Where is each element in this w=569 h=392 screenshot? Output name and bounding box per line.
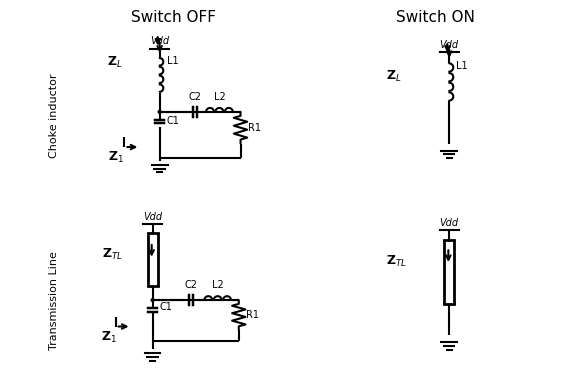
Text: L1: L1: [167, 56, 178, 65]
Text: $\mathbf{Z}_{L}$: $\mathbf{Z}_{L}$: [107, 55, 122, 70]
Text: $\mathbf{Z}_{L}$: $\mathbf{Z}_{L}$: [386, 69, 401, 84]
Title: Switch ON: Switch ON: [395, 10, 475, 25]
Text: C1: C1: [167, 116, 180, 126]
Text: Vdd: Vdd: [440, 218, 459, 228]
Circle shape: [158, 111, 161, 113]
Text: $\mathbf{Z}_{1}$: $\mathbf{Z}_{1}$: [101, 330, 117, 345]
Text: Transmission Line: Transmission Line: [49, 250, 59, 350]
Text: C2: C2: [188, 92, 201, 102]
Text: $\mathbf{Z}_{1}$: $\mathbf{Z}_{1}$: [108, 150, 123, 165]
Text: L2: L2: [213, 92, 225, 102]
Text: Vdd: Vdd: [150, 36, 169, 46]
Circle shape: [151, 299, 154, 301]
Text: L2: L2: [212, 280, 224, 290]
Text: C1: C1: [160, 302, 172, 312]
Text: Choke inductor: Choke inductor: [49, 73, 59, 158]
Title: Switch OFF: Switch OFF: [131, 10, 216, 25]
Text: R1: R1: [248, 123, 261, 133]
Text: L1: L1: [456, 61, 468, 71]
Text: Vdd: Vdd: [143, 212, 162, 222]
Text: Vdd: Vdd: [440, 40, 459, 50]
Text: C2: C2: [185, 280, 198, 290]
Text: R1: R1: [246, 310, 259, 320]
Text: $\mathbf{Z}_{TL}$: $\mathbf{Z}_{TL}$: [386, 254, 407, 269]
Text: $\mathbf{Z}_{TL}$: $\mathbf{Z}_{TL}$: [101, 247, 122, 262]
